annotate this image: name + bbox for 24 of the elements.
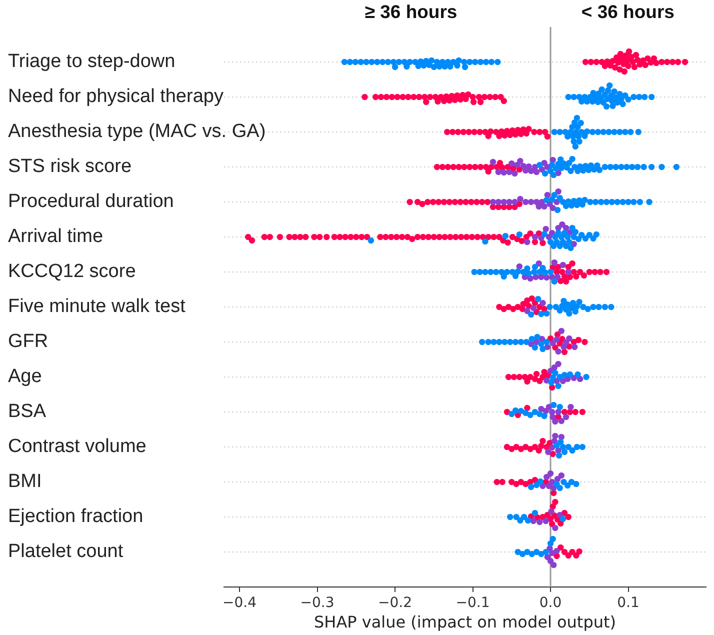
y-tick-label: Age <box>8 366 42 388</box>
x-tick-label: −0.1 <box>456 595 490 612</box>
x-tick-label: 0.0 <box>539 595 562 612</box>
y-tick-label: Five minute walk test <box>8 296 186 318</box>
text: < 36 hours <box>581 1 674 22</box>
y-tick-label: Arrival time <box>8 226 104 248</box>
y-tick-label: Procedural duration <box>8 191 174 212</box>
x-tick-label: −0.4 <box>222 595 257 612</box>
y-tick-label: Ejection fraction <box>8 506 144 528</box>
y-tick-label: Anesthesia type (MAC vs. GA) <box>8 121 266 142</box>
y-tick-label: Platelet count <box>8 541 124 562</box>
x-tick-label: −0.2 <box>378 595 412 612</box>
y-tick-label: Triage to step-down <box>8 51 176 72</box>
y-tick-label: STS risk score <box>8 156 132 178</box>
y-tick-label: Need for physical therapy <box>8 86 224 108</box>
y-tick-label: GFR <box>8 331 48 352</box>
x-axis-title: SHAP value (impact on model output) <box>314 612 616 632</box>
x-tick-label: 0.1 <box>617 595 640 612</box>
text: ≥ 36 hours <box>364 1 458 22</box>
y-tick-label: Contrast volume <box>8 436 146 458</box>
y-tick-label: BSA <box>8 401 46 422</box>
y-tick-label: BMI <box>8 471 42 492</box>
y-tick-label: KCCQ12 score <box>8 261 136 282</box>
x-tick-label: −0.3 <box>300 595 334 612</box>
